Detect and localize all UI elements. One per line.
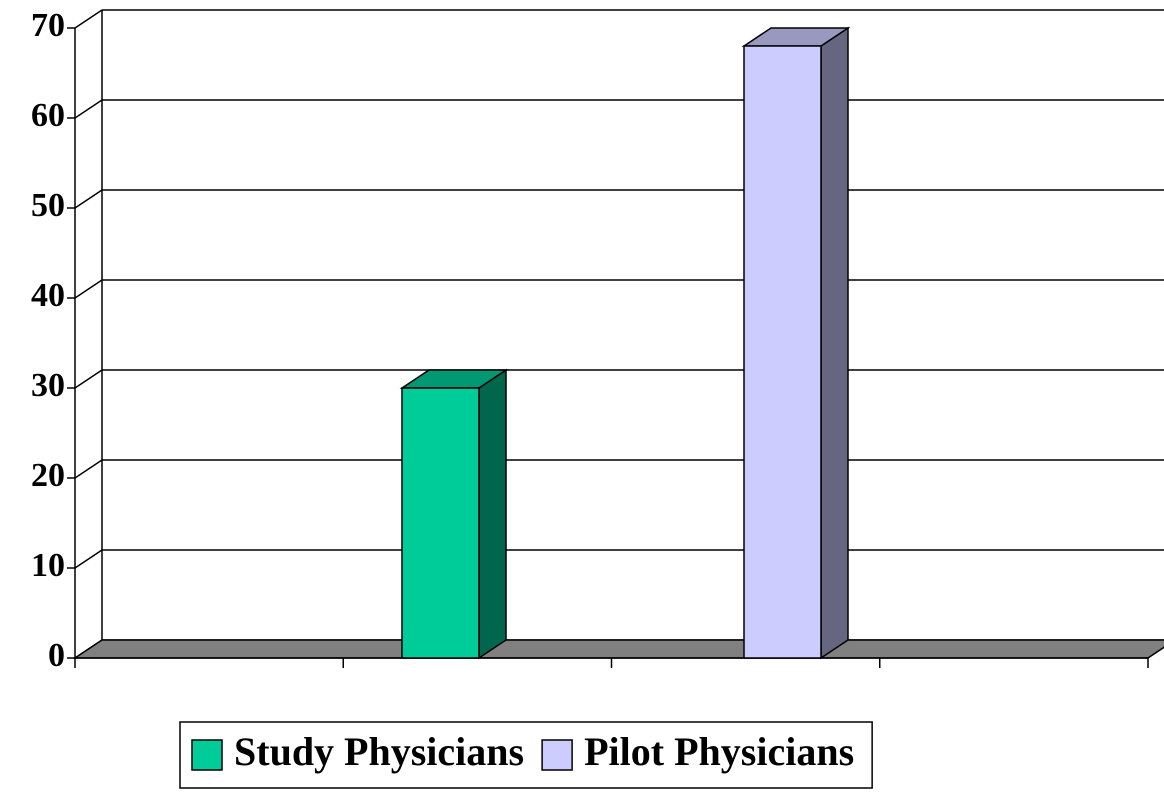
- y-depth-tick: [74, 99, 103, 119]
- y-tick-label: 50: [31, 187, 65, 224]
- bar: [401, 387, 480, 659]
- legend-box: [179, 721, 873, 789]
- legend-label: Study Physicians: [234, 729, 524, 774]
- y-tick-label: 40: [31, 277, 65, 314]
- y-depth-tick: [74, 9, 103, 29]
- y-tick-label: 70: [31, 7, 65, 44]
- y-tick-label: 20: [31, 457, 65, 494]
- y-tick-label: 30: [31, 367, 65, 404]
- bar: [743, 45, 822, 659]
- y-tick-label: 60: [31, 97, 65, 134]
- legend: Study Physicians Pilot Physicians: [179, 721, 873, 789]
- legend-swatch: [191, 739, 223, 771]
- y-tick-label: 0: [48, 637, 65, 674]
- bar-side: [820, 26, 849, 660]
- y-depth-tick: [74, 279, 103, 299]
- y-depth-tick: [74, 549, 103, 569]
- y-depth-tick: [74, 189, 103, 209]
- y-depth-tick: [74, 459, 103, 479]
- y-tick-label: 10: [31, 547, 65, 584]
- legend-label: Pilot Physicians: [584, 729, 854, 774]
- legend-swatch: [541, 739, 573, 771]
- floor: [72, 639, 1164, 659]
- bar-side: [478, 368, 507, 660]
- y-depth-tick: [74, 369, 103, 389]
